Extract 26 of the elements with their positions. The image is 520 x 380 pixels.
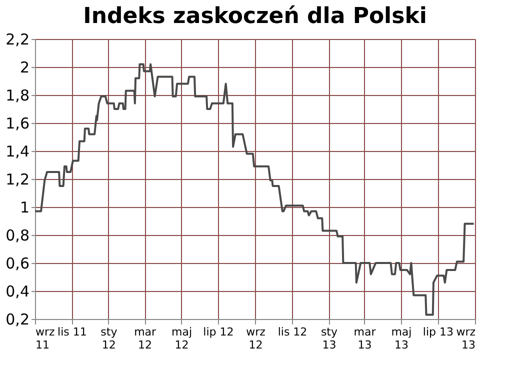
x-tick-label: wrz 13 bbox=[456, 326, 476, 352]
x-tick-label: maj 13 bbox=[391, 326, 412, 352]
y-tick-label: 1,4 bbox=[6, 142, 30, 160]
x-tick-label: maj 12 bbox=[172, 326, 192, 352]
x-tick-label: lis 12 bbox=[278, 326, 308, 338]
line-series bbox=[34, 63, 475, 316]
y-tick-label: 1,6 bbox=[6, 114, 30, 132]
x-tick-label: sty 13 bbox=[320, 326, 338, 352]
x-tick-label: mar 13 bbox=[354, 326, 376, 352]
y-tick-label: 0,4 bbox=[6, 282, 30, 300]
x-tick-label: lis 11 bbox=[58, 326, 87, 338]
x-tick-label: wrz 12 bbox=[246, 326, 266, 352]
y-tick-label: 0,2 bbox=[6, 310, 30, 328]
y-tick-label: 2 bbox=[20, 58, 30, 76]
x-tick-label: lip 13 bbox=[422, 326, 454, 338]
y-tick-label: 1,8 bbox=[6, 86, 30, 104]
y-tick-label: 2,2 bbox=[6, 30, 30, 48]
y-tick-label: 0,8 bbox=[6, 226, 30, 244]
x-tick-label: lip 12 bbox=[203, 326, 234, 338]
x-tick-label: wrz 11 bbox=[36, 326, 56, 352]
y-tick-label: 0,6 bbox=[6, 254, 30, 272]
chart-title: Indeks zaskoczeń dla Polski bbox=[83, 4, 427, 29]
y-tick-label: 1,2 bbox=[6, 170, 30, 188]
x-tick-label: sty 12 bbox=[100, 326, 118, 352]
x-tick-label: mar 12 bbox=[134, 326, 157, 352]
y-tick-label: 1 bbox=[20, 198, 30, 216]
